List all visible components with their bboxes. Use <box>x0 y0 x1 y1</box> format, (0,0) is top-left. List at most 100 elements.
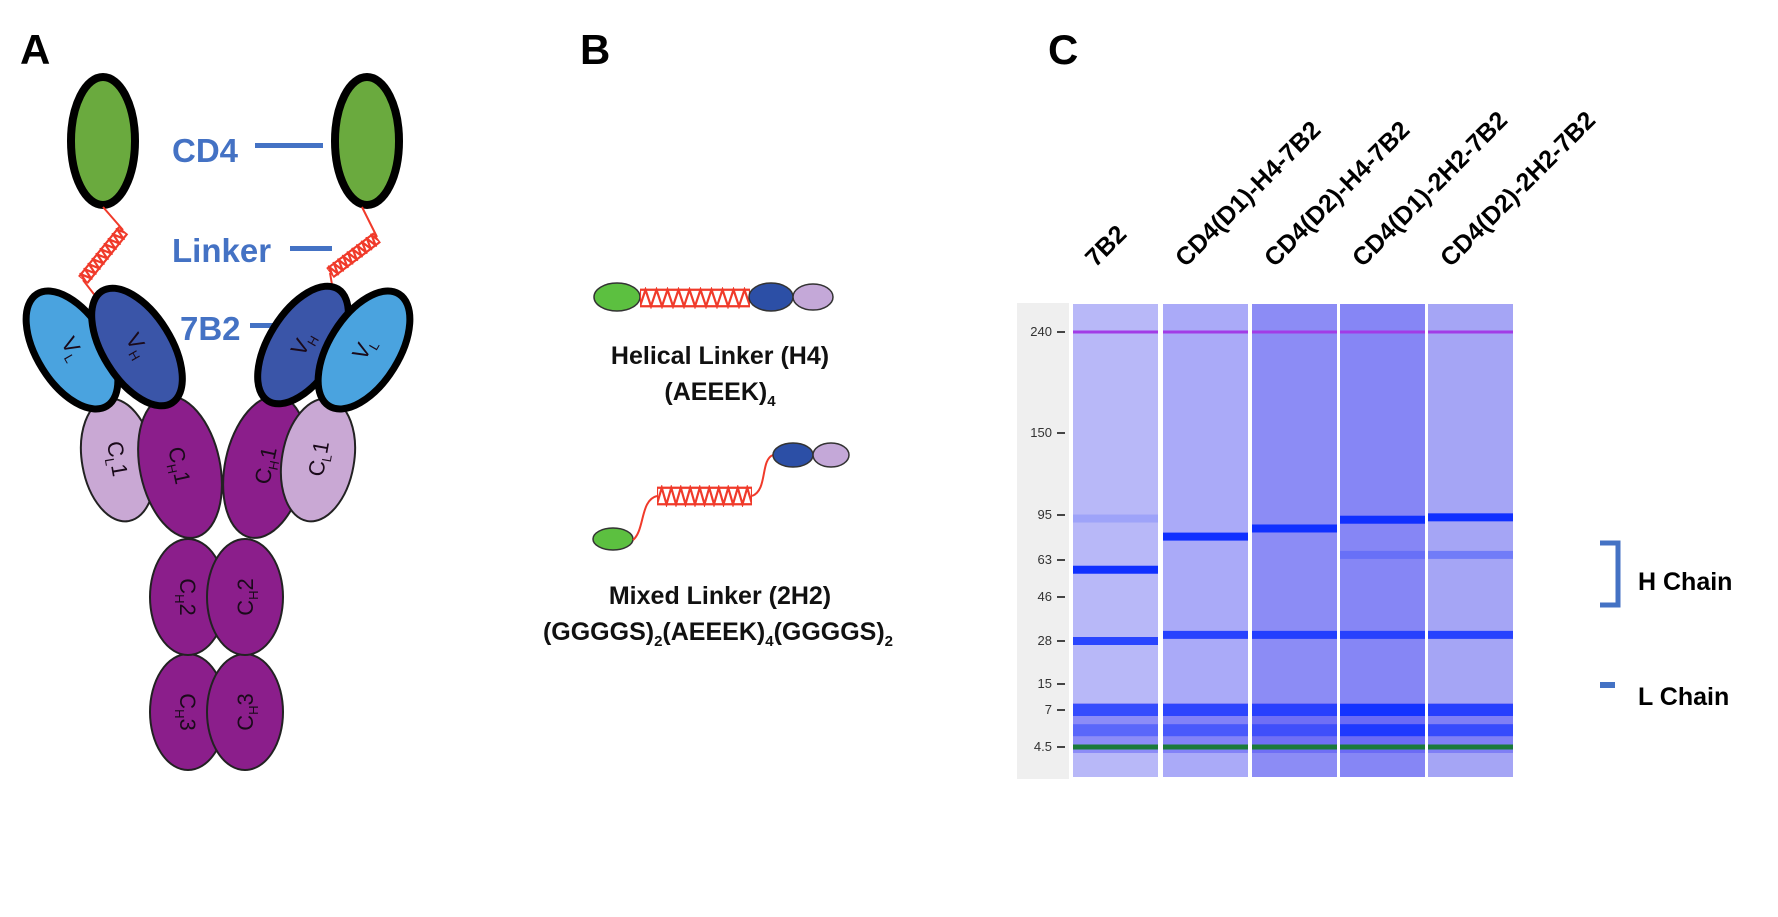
lower-marker-band <box>1428 744 1513 750</box>
gel-lane <box>1073 304 1158 777</box>
gel-band <box>1428 630 1513 639</box>
upper-marker-band <box>1163 330 1248 334</box>
vh-domain <box>772 442 814 468</box>
ch3-domain-left: CH3 <box>149 653 227 771</box>
upper-marker-band <box>1073 330 1158 334</box>
lane-label: CD4(D1)-2H2-7B2 <box>1347 106 1513 272</box>
cd4-domain-right <box>331 73 403 209</box>
ch1-domain-left: CH1 <box>137 395 223 539</box>
lane-label: CD4(D2)-2H2-7B2 <box>1435 106 1601 272</box>
cd4-pointer-line <box>255 143 323 148</box>
panel-letter-b: B <box>580 26 610 73</box>
gel-band <box>1163 724 1248 737</box>
upper-marker-band <box>1340 330 1425 334</box>
flexible-linker-left <box>632 495 658 541</box>
gel-lanes <box>1073 304 1513 777</box>
gel-band <box>1252 524 1337 533</box>
ladder-tick-label: 63 <box>1038 552 1052 567</box>
ladder-tick-mark <box>1057 746 1065 748</box>
ladder-tick-label: 95 <box>1038 507 1052 522</box>
svg-text:CH1: CH1 <box>160 444 195 487</box>
cl1-domain-left: CL1 <box>79 397 157 523</box>
ladder-tick-mark <box>1057 331 1065 333</box>
ladder-tick-label: 240 <box>1030 324 1052 339</box>
gel-band <box>1340 724 1425 737</box>
gel-band <box>1073 514 1158 523</box>
ladder-tick-mark <box>1057 432 1065 434</box>
ladder-tick-mark <box>1057 596 1065 598</box>
helical-linker-name: Helical Linker (H4) <box>611 342 829 370</box>
svg-text:CH2: CH2 <box>233 578 261 616</box>
mixed-linker-formula: (GGGGS)2(AEEEK)4(GGGGS)2 <box>543 618 893 650</box>
heavy-chain-bracket <box>1600 540 1621 608</box>
gel-band <box>1428 724 1513 737</box>
cl-domain <box>792 283 834 311</box>
gel-band <box>1252 724 1337 737</box>
cd4-domain-left <box>67 73 139 209</box>
ch2-domain-right: CH2 <box>206 538 284 656</box>
gel-band <box>1428 550 1513 559</box>
gel-band <box>1073 565 1158 574</box>
gel-band <box>1340 704 1425 716</box>
ch3-domain-right: CH3 <box>206 653 284 771</box>
panel-letter-a: A <box>20 26 50 73</box>
cl-domain <box>812 442 850 468</box>
svg-text:CL1: CL1 <box>99 439 133 479</box>
gel-band <box>1252 630 1337 639</box>
ladder-column <box>1017 303 1069 779</box>
lower-marker-band <box>1252 744 1337 750</box>
lane-label: CD4(D1)-H4-7B2 <box>1170 116 1326 272</box>
cd4-domain <box>593 282 641 312</box>
ladder-tick-label: 46 <box>1038 589 1052 604</box>
ladder-tick-mark <box>1057 683 1065 685</box>
flexible-linker-right <box>751 454 774 497</box>
gel-lane <box>1252 304 1337 777</box>
gel-band <box>1163 704 1248 716</box>
gel-band <box>1428 704 1513 716</box>
upper-marker-band <box>1252 330 1337 334</box>
svg-text:CH3: CH3 <box>233 693 261 731</box>
lower-marker-band <box>1073 744 1158 750</box>
svg-text:CH1: CH1 <box>250 444 285 487</box>
antibody-label: 7B2 <box>180 310 241 347</box>
light-chain-marker <box>1600 682 1615 688</box>
gel-band <box>1073 704 1158 716</box>
svg-text:CH3: CH3 <box>172 693 200 731</box>
ladder-tick-mark <box>1057 709 1065 711</box>
gel-lane <box>1163 304 1248 777</box>
panel-c: C 240 150 95 63 46 28 15 7 4.5 7B2 CD4(D1)-H4-7B2… <box>1017 26 1732 779</box>
heavy-chain-label: H Chain <box>1638 568 1732 596</box>
panel-b: B Helical Linker (H4) (AEEEK)4 Mixed Lin… <box>543 26 893 650</box>
lower-marker-band <box>1340 744 1425 750</box>
gel-band <box>1252 704 1337 716</box>
ladder-tick-label: 28 <box>1038 633 1052 648</box>
ladder-tick-mark <box>1057 640 1065 642</box>
gel-band <box>1340 550 1425 559</box>
lower-marker-band <box>1163 744 1248 750</box>
panel-a: A CD4 Linker 7B2 CH3 CH3 CH2 <box>20 26 414 771</box>
linker-pointer-line <box>290 246 332 251</box>
ladder-tick-mark <box>1057 514 1065 516</box>
light-chain-label: L Chain <box>1638 683 1729 711</box>
ladder-tick-label: 7 <box>1045 702 1052 717</box>
ladder-tick-mark <box>1057 559 1065 561</box>
vh-domain <box>748 282 794 312</box>
vl-domain-right: VL <box>314 287 414 413</box>
gel-band <box>1340 630 1425 639</box>
svg-text:CL1: CL1 <box>303 439 337 479</box>
vl-domain-left: VL <box>22 287 122 413</box>
svg-text:CH2: CH2 <box>172 578 200 616</box>
gel-band <box>1340 515 1425 524</box>
helical-linker-formula: (AEEEK)4 <box>664 378 776 410</box>
helical-linker-construct <box>593 282 834 312</box>
gel-lane <box>1340 304 1425 777</box>
gel-band <box>1163 532 1248 541</box>
ladder-tick-label: 150 <box>1030 425 1052 440</box>
lane-background <box>1073 304 1158 777</box>
helical-linker-icon <box>657 486 752 506</box>
upper-marker-band <box>1428 330 1513 334</box>
lane-background <box>1340 304 1425 777</box>
gel-band <box>1428 513 1513 522</box>
panel-letter-c: C <box>1048 26 1078 73</box>
